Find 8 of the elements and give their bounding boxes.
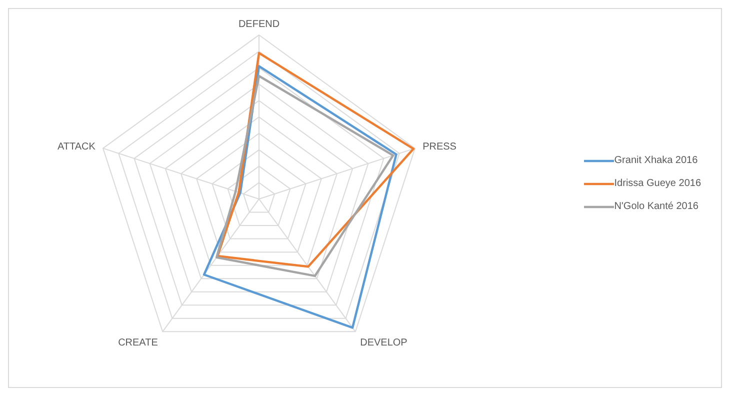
spoke-label: PRESS [422, 141, 457, 152]
legend-label: Granit Xhaka 2016 [614, 155, 698, 166]
legend-label: N'Golo Kanté 2016 [614, 201, 698, 212]
spoke-label: DEFEND [238, 19, 280, 30]
spoke-label: CREATE [118, 337, 158, 348]
spoke-label: DEVELOP [360, 337, 408, 348]
legend-label: Idrissa Gueye 2016 [614, 178, 701, 189]
spoke-label: ATTACK [57, 141, 96, 152]
